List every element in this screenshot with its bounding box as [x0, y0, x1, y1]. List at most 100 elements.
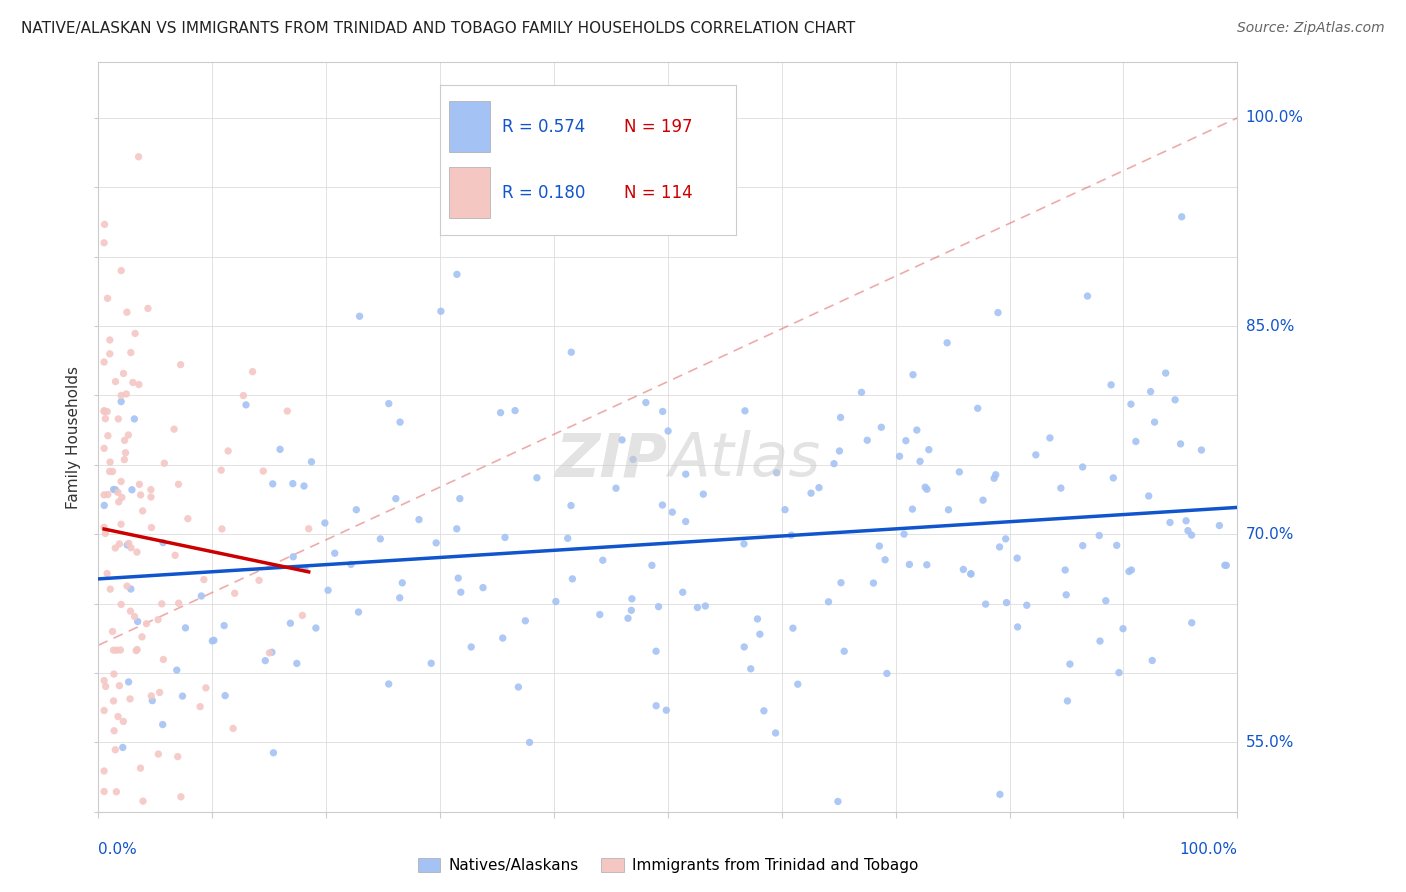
Point: [449, 491, 471, 506]
Point: [1181, 615, 1204, 630]
Point: [503, 403, 526, 417]
Point: [1102, 471, 1125, 485]
Point: [120, 582, 142, 596]
Point: [472, 581, 495, 595]
Point: [93, 442, 115, 456]
Point: [1050, 481, 1073, 495]
Point: [135, 616, 157, 631]
Point: [193, 573, 215, 587]
Point: [561, 572, 583, 586]
Point: [647, 599, 669, 614]
Point: [96, 404, 118, 418]
Point: [734, 404, 756, 418]
Point: [1088, 528, 1111, 542]
Point: [97, 428, 120, 442]
Text: 70.0%: 70.0%: [1246, 526, 1294, 541]
Point: [165, 549, 187, 563]
Point: [752, 704, 775, 718]
Point: [166, 749, 188, 764]
Point: [817, 595, 839, 609]
Point: [620, 591, 643, 606]
Point: [118, 692, 141, 706]
Point: [830, 410, 852, 425]
Point: [1159, 516, 1181, 530]
Point: [875, 553, 897, 567]
Point: [101, 624, 124, 639]
Point: [489, 406, 512, 420]
Point: [152, 652, 174, 666]
Point: [908, 454, 931, 468]
Point: [98, 455, 121, 469]
Point: [1180, 528, 1202, 542]
Point: [634, 395, 657, 409]
Point: [124, 326, 146, 341]
Point: [800, 486, 823, 500]
Point: [127, 615, 149, 629]
Point: [103, 643, 125, 657]
Point: [1112, 622, 1135, 636]
Point: [605, 481, 627, 495]
Point: [1121, 563, 1143, 577]
Point: [152, 535, 174, 549]
Point: [765, 726, 787, 740]
Point: [1154, 366, 1177, 380]
Point: [1177, 524, 1199, 538]
Point: [117, 428, 139, 442]
Point: [254, 654, 277, 668]
Point: [651, 498, 673, 512]
Point: [188, 699, 211, 714]
Point: [152, 717, 174, 731]
Point: [898, 558, 921, 572]
Point: [305, 621, 328, 635]
Point: [420, 657, 443, 671]
Point: [765, 466, 787, 480]
Point: [103, 694, 125, 708]
Point: [172, 689, 194, 703]
Point: [974, 597, 997, 611]
Point: [1039, 431, 1062, 445]
Point: [108, 679, 131, 693]
Point: [136, 301, 159, 316]
Point: [110, 598, 132, 612]
Point: [153, 456, 176, 470]
Point: [167, 596, 190, 610]
Point: [1164, 392, 1187, 407]
Point: [97, 487, 120, 501]
Point: [110, 388, 132, 402]
Point: [259, 646, 281, 660]
Point: [112, 714, 135, 729]
Point: [135, 813, 157, 827]
Text: Atlas: Atlas: [668, 430, 820, 489]
Point: [167, 477, 190, 491]
Point: [108, 537, 131, 551]
Point: [281, 476, 304, 491]
Point: [1189, 443, 1212, 458]
Point: [823, 457, 845, 471]
Point: [114, 446, 136, 460]
Point: [408, 512, 430, 526]
Point: [214, 689, 236, 703]
Point: [1071, 460, 1094, 475]
Point: [129, 761, 152, 775]
Point: [620, 603, 643, 617]
Point: [1170, 437, 1192, 451]
Point: [294, 562, 316, 576]
Point: [1170, 210, 1192, 224]
Point: [645, 698, 668, 713]
Point: [508, 680, 530, 694]
Point: [1213, 558, 1236, 573]
Point: [589, 607, 612, 622]
Point: [868, 539, 890, 553]
Text: NATIVE/ALASKAN VS IMMIGRANTS FROM TRINIDAD AND TOBAGO FAMILY HOUSEHOLDS CORRELAT: NATIVE/ALASKAN VS IMMIGRANTS FROM TRINID…: [21, 21, 855, 36]
Point: [1208, 518, 1230, 533]
Point: [1056, 694, 1078, 708]
Point: [748, 627, 770, 641]
Point: [621, 452, 644, 467]
Point: [93, 784, 115, 798]
Point: [1054, 588, 1077, 602]
Point: [93, 764, 115, 778]
Point: [235, 398, 257, 412]
Point: [377, 677, 399, 691]
Point: [117, 538, 139, 552]
Point: [105, 785, 128, 799]
